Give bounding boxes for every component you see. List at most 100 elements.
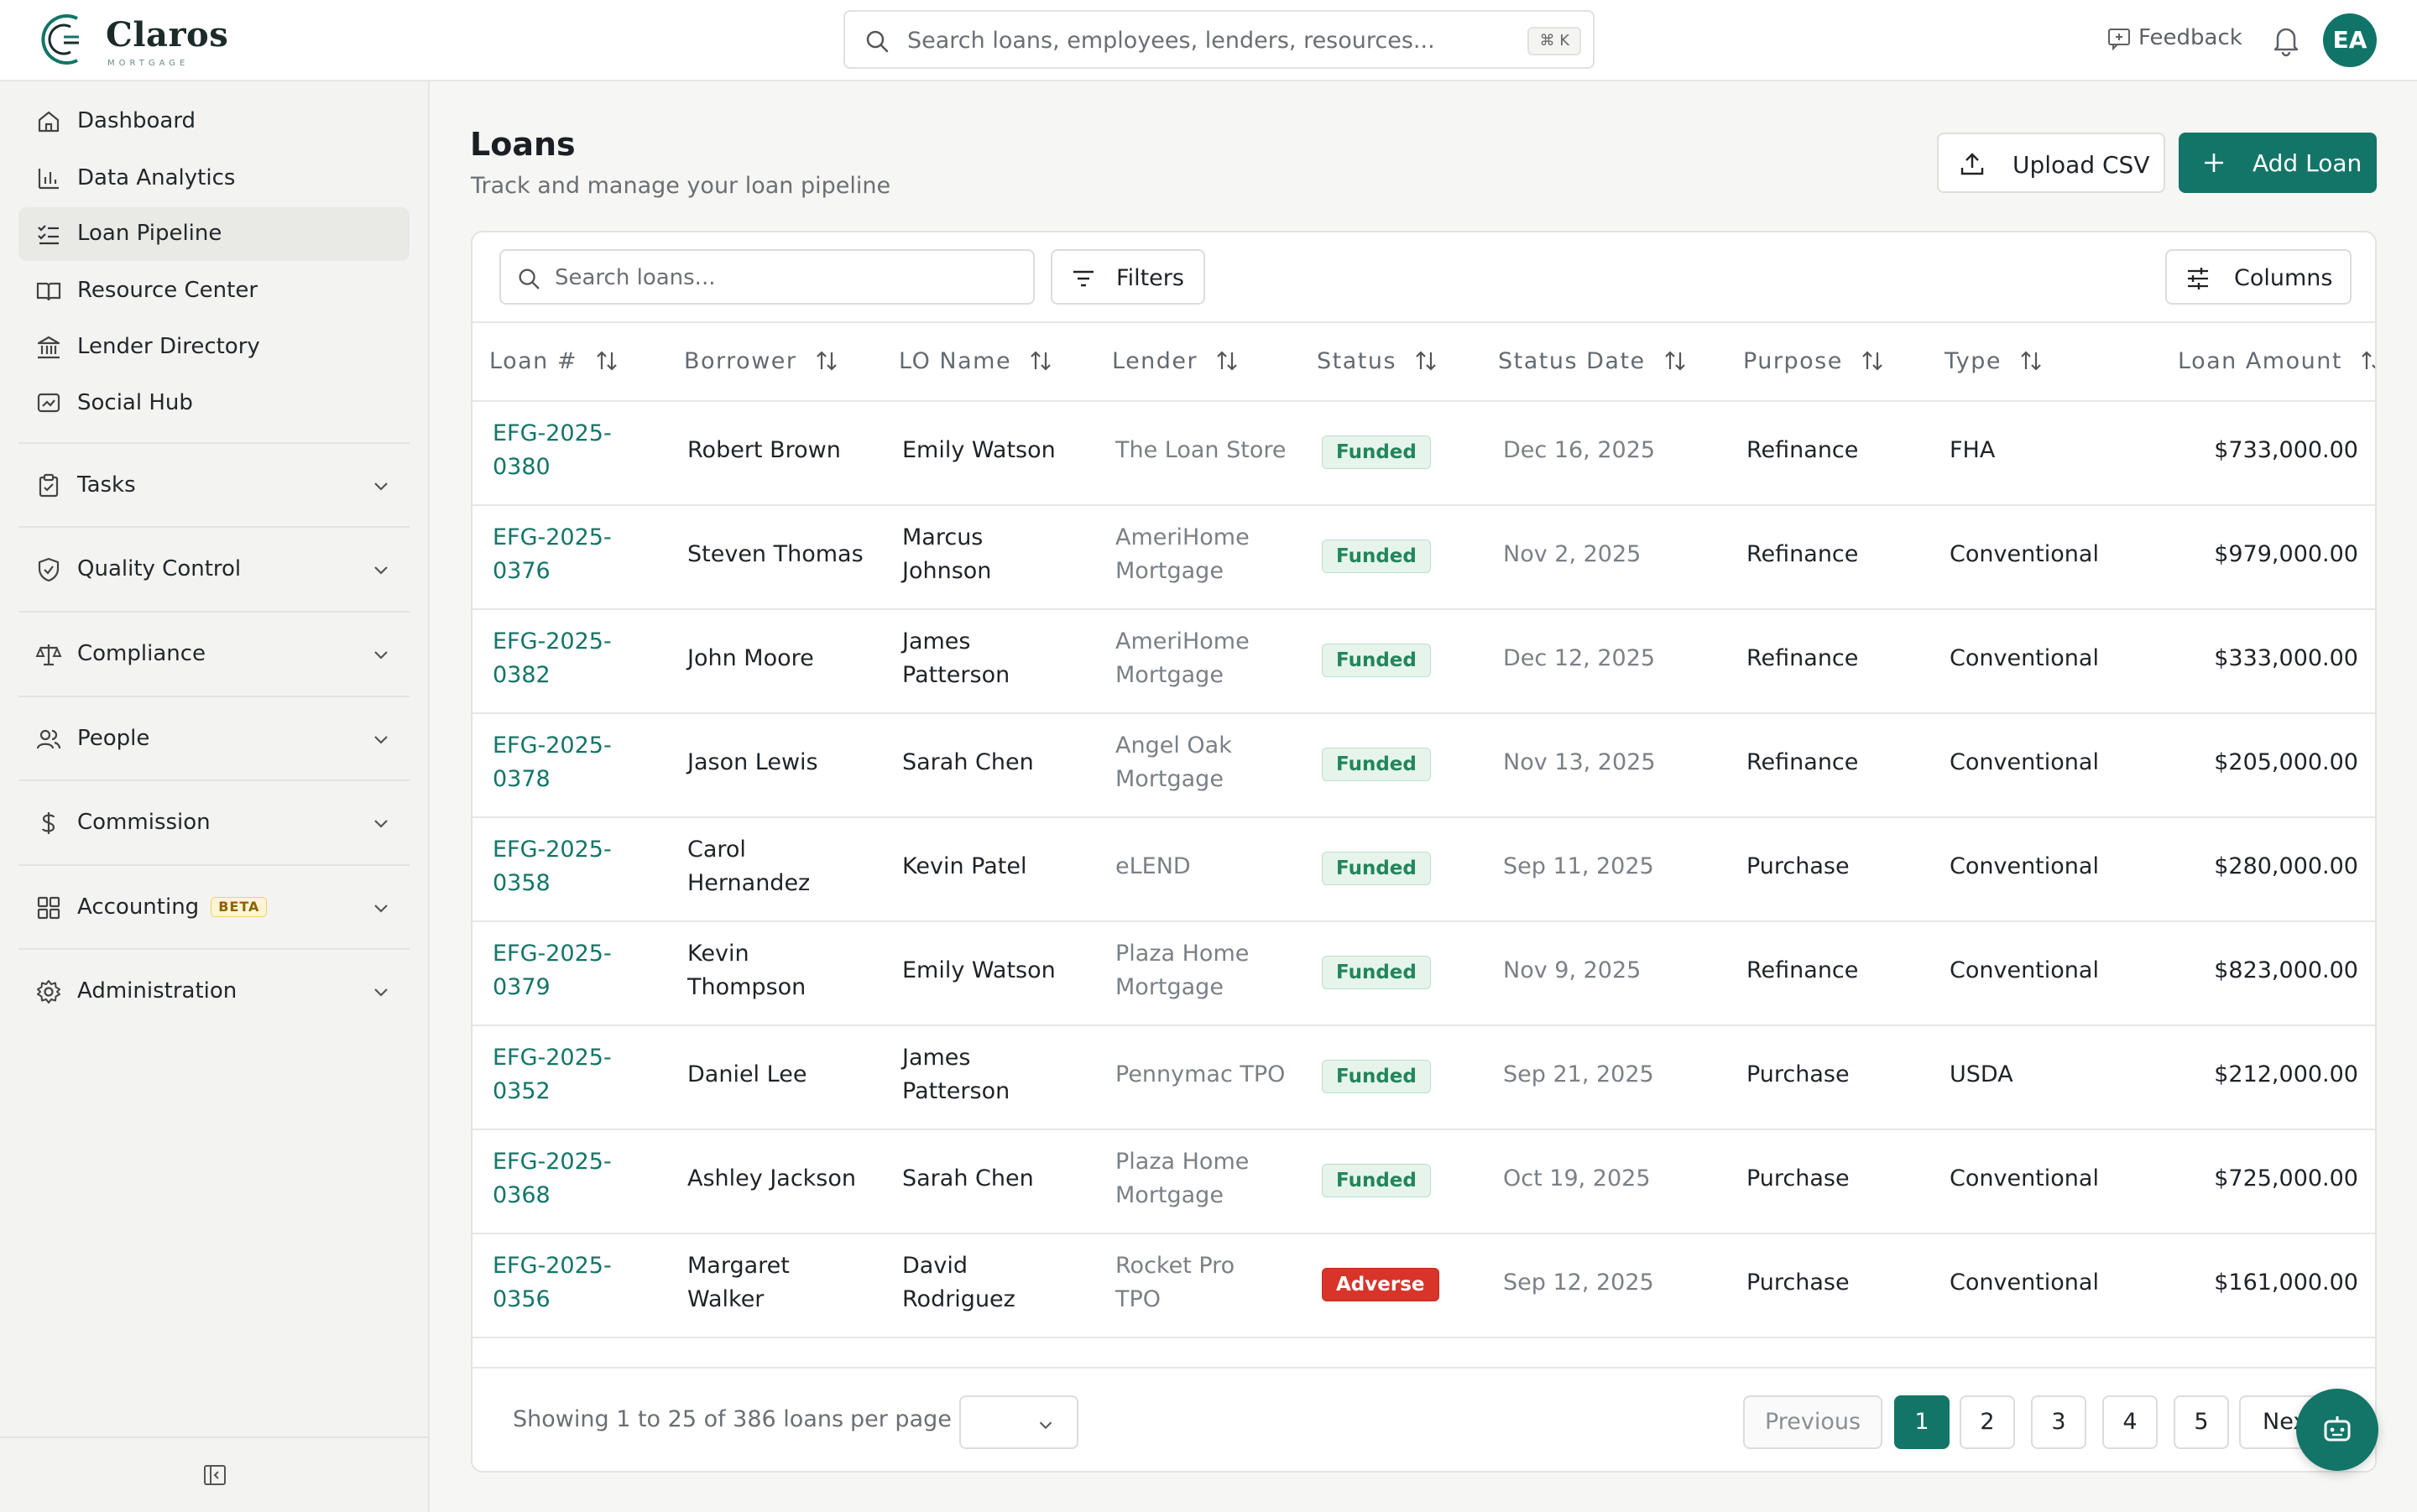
page-button-2[interactable]: 2 (1960, 1395, 2015, 1449)
loan-number-link[interactable]: EFG-2025- 0368 (493, 1145, 635, 1212)
column-header-borrower[interactable]: Borrower (684, 348, 839, 374)
sidebar-collapse-icon[interactable] (201, 1462, 228, 1489)
sort-arrows-icon[interactable] (594, 348, 619, 373)
column-header-purpose[interactable]: Purpose (1743, 348, 1885, 374)
status-badge: Funded (1322, 540, 1431, 573)
loan-number-link[interactable]: EFG-2025- 0358 (493, 833, 635, 900)
sidebar-group-compliance[interactable]: Compliance (18, 611, 410, 695)
loan-line: EFG-2025- (493, 420, 612, 446)
top-bar: Claros MORTGAGE Search loans, employees,… (0, 0, 2417, 81)
table-row[interactable]: EFG-2025- 0368 Ashley Jackson Sarah Chen Pla… (472, 1130, 2375, 1234)
add-loan-button[interactable]: Add Loan (2179, 133, 2377, 193)
status-badge: Funded (1322, 435, 1431, 469)
page-button-4[interactable]: 4 (2102, 1395, 2158, 1449)
sort-arrows-icon[interactable] (2359, 348, 2377, 373)
table-row[interactable]: EFG-2025- 0378 Jason Lewis Sarah Chen Angel … (472, 714, 2375, 818)
sidebar-item-label: Loan Pipeline (77, 221, 222, 246)
sidebar-item-resource-center[interactable]: Resource Center (18, 264, 410, 318)
table-row[interactable]: EFG-2025- 0379 Kevin Thompson Emily Watson Pl… (472, 922, 2375, 1026)
type-cell: FHA (1950, 437, 1996, 463)
bell-icon[interactable] (2271, 23, 2301, 57)
table-row[interactable]: EFG-2025- 0352 Daniel Lee James Patterson Pen… (472, 1026, 2375, 1130)
purpose-cell: Purchase (1746, 1061, 1850, 1087)
plus-icon (2205, 154, 2223, 172)
type-cell: Conventional (1950, 853, 2099, 879)
column-header-loan-number[interactable]: Loan # (489, 348, 619, 374)
lo-line: Sarah Chen (902, 749, 1034, 775)
column-header-lo-name[interactable]: LO Name (899, 348, 1053, 374)
page-button-5[interactable]: 5 (2174, 1395, 2229, 1449)
sidebar-group-accounting[interactable]: Accounting BETA (18, 864, 410, 948)
table-row[interactable]: EFG-2025- 0358 Carol Hernandez Kevin Patel eL… (472, 818, 2375, 922)
table-row[interactable]: EFG-2025- 0380 Robert Brown Emily Watson The… (472, 402, 2375, 506)
sort-arrows-icon[interactable] (814, 348, 839, 373)
loan-amount-cell: $212,000.00 (2214, 1061, 2358, 1087)
global-search-input[interactable]: Search loans, employees, lenders, resour… (843, 10, 1595, 69)
users-icon (36, 729, 61, 749)
loan-line: 0378 (493, 766, 551, 792)
table-search-input[interactable]: Search loans... (499, 249, 1035, 305)
sort-arrows-icon[interactable] (1413, 348, 1438, 373)
sidebar-group-commission[interactable]: Commission (18, 779, 410, 863)
sort-arrows-icon[interactable] (1860, 348, 1885, 373)
sidebar-item-dashboard[interactable]: Dashboard (18, 95, 410, 149)
column-header-status[interactable]: Status (1317, 348, 1438, 374)
sidebar-group-tasks[interactable]: Tasks (18, 442, 410, 526)
sort-arrows-icon[interactable] (1663, 348, 1688, 373)
lender-line: Mortgage (1115, 558, 1224, 584)
sort-arrows-icon[interactable] (1028, 348, 1053, 373)
per-page-select[interactable] (959, 1395, 1078, 1449)
assistant-chat-button[interactable] (2296, 1389, 2378, 1471)
previous-page-button[interactable]: Previous (1743, 1395, 1882, 1449)
sort-arrows-icon[interactable] (2018, 348, 2044, 373)
column-header-status-date[interactable]: Status Date (1498, 348, 1688, 374)
sidebar-item-data-analytics[interactable]: Data Analytics (18, 152, 410, 206)
loan-number-link[interactable]: EFG-2025- 0379 (493, 937, 635, 1004)
clipboard-icon (39, 473, 59, 498)
sort-arrows-icon[interactable] (1214, 348, 1240, 373)
table-row[interactable]: EFG-2025- 0376 Steven Thomas Marcus Johnson A… (472, 506, 2375, 610)
page-button-3[interactable]: 3 (2031, 1395, 2086, 1449)
borrower-line: Jason Lewis (687, 749, 818, 775)
column-header-label: Lender (1112, 348, 1198, 374)
loan-number-link[interactable]: EFG-2025- 0382 (493, 625, 635, 692)
column-header-loan-amount[interactable]: Loan Amount (2178, 348, 2377, 374)
chevron-down-icon (1039, 1421, 1052, 1430)
sidebar-group-administration[interactable]: Administration (18, 948, 410, 1032)
sidebar-item-lender-directory[interactable]: Lender Directory (18, 321, 410, 374)
columns-button[interactable]: Columns (2165, 249, 2352, 305)
table-row[interactable]: EFG-2025- 0382 John Moore James Patterson Ame… (472, 610, 2375, 714)
sidebar-item-loan-pipeline[interactable]: Loan Pipeline (18, 207, 410, 261)
loan-number-link[interactable]: EFG-2025- 0378 (493, 729, 635, 796)
column-header-lender[interactable]: Lender (1112, 348, 1240, 374)
status-badge: Funded (1322, 1164, 1431, 1197)
lender-line: Mortgage (1115, 1182, 1224, 1208)
filters-button[interactable]: Filters (1051, 249, 1205, 305)
upload-csv-button[interactable]: Upload CSV (1937, 133, 2165, 193)
brand-logo[interactable]: Claros MORTGAGE (39, 12, 240, 68)
table-row[interactable]: EFG-2025- 0356 Margaret Walker David Rodrigue… (472, 1234, 2375, 1338)
pagination-summary: Showing 1 to 25 of 386 loans (513, 1406, 844, 1432)
loan-number-link[interactable]: EFG-2025- 0376 (493, 521, 635, 588)
lender-line: AmeriHome (1115, 524, 1250, 550)
loan-number-link[interactable]: EFG-2025- 0380 (493, 417, 635, 484)
social-icon (37, 393, 60, 413)
beta-badge: BETA (211, 897, 268, 917)
loan-number-link[interactable]: EFG-2025- 0356 (493, 1249, 635, 1316)
lender-line: Plaza Home (1115, 941, 1250, 967)
column-header-label: LO Name (899, 348, 1012, 374)
sidebar-group-people[interactable]: People (18, 696, 410, 779)
purpose-cell: Purchase (1746, 853, 1850, 879)
user-avatar[interactable]: EA (2323, 13, 2377, 67)
column-header-type[interactable]: Type (1945, 348, 2044, 374)
column-header-label: Status (1317, 348, 1397, 374)
page-button-1[interactable]: 1 (1894, 1395, 1950, 1449)
sidebar-collapse-bar (0, 1436, 430, 1512)
borrower-cell: Carol Hernandez (687, 833, 810, 900)
upload-icon (1960, 153, 1984, 175)
loan-line: EFG-2025- (493, 524, 612, 550)
sidebar-item-social-hub[interactable]: Social Hub (18, 377, 410, 430)
loan-number-link[interactable]: EFG-2025- 0352 (493, 1041, 635, 1108)
sidebar-group-quality-control[interactable]: Quality Control (18, 526, 410, 610)
feedback-button[interactable]: Feedback (2106, 25, 2242, 55)
